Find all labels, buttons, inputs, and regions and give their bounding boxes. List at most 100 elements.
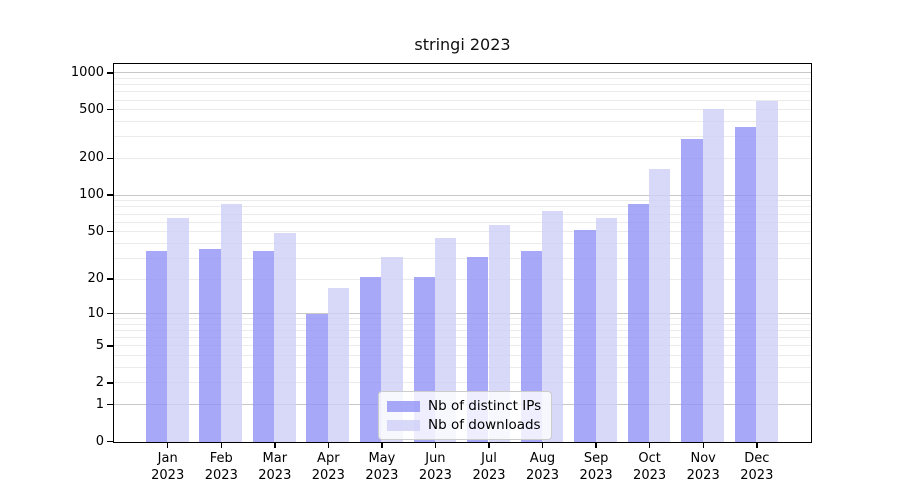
y-tick-label: 100 xyxy=(79,187,104,203)
gridline-minor xyxy=(114,330,811,331)
gridline-minor xyxy=(114,200,811,202)
gridline-minor xyxy=(114,91,811,93)
gridline-minor xyxy=(114,206,811,208)
y-tick xyxy=(107,382,113,384)
y-tick xyxy=(107,72,113,74)
y-tick-label: 500 xyxy=(79,101,104,117)
bar-downloads xyxy=(434,237,457,442)
gridline-minor xyxy=(114,221,811,223)
gridline-minor xyxy=(114,278,811,280)
x-tick xyxy=(434,443,437,448)
legend-label-distinct-ips: Nb of distinct IPs xyxy=(428,398,542,414)
gridline-minor xyxy=(114,382,811,384)
gridline-minor xyxy=(114,355,811,357)
y-tick-label: 50 xyxy=(87,223,104,239)
y-tick xyxy=(107,278,113,280)
x-tick-label: Mar 2023 xyxy=(258,451,292,483)
x-tick xyxy=(327,443,330,448)
legend-swatch-distinct-ips xyxy=(387,400,420,412)
y-tick-label: 200 xyxy=(79,150,104,166)
gridline-minor xyxy=(114,99,811,101)
x-tick-label: May 2023 xyxy=(365,451,399,483)
y-tick xyxy=(107,345,113,347)
y-tick xyxy=(107,194,113,196)
x-tick-label: Nov 2023 xyxy=(686,451,720,483)
gridline-minor xyxy=(114,318,811,320)
plot-area: Nb of distinct IPs Nb of downloads xyxy=(113,63,812,443)
x-tick-label: Apr 2023 xyxy=(311,451,345,483)
x-tick-label: Jul 2023 xyxy=(472,451,506,483)
gridline-minor xyxy=(114,257,811,259)
bar-distinct-ips xyxy=(306,314,328,442)
x-tick-label: Jun 2023 xyxy=(418,451,452,483)
x-tick xyxy=(220,443,222,448)
y-tick-label: 20 xyxy=(87,271,104,286)
bar-distinct-ips xyxy=(574,230,596,442)
legend: Nb of distinct IPs Nb of downloads xyxy=(378,391,553,440)
gridline-minor xyxy=(114,77,811,79)
bar-downloads xyxy=(274,233,296,442)
gridline-minor xyxy=(114,337,811,339)
bar-distinct-ips xyxy=(252,250,275,442)
bar-downloads xyxy=(488,225,510,442)
legend-item-distinct-ips: Nb of distinct IPs xyxy=(387,398,541,414)
x-tick-label: Feb 2023 xyxy=(204,451,238,483)
x-tick xyxy=(488,443,490,448)
gridline-minor xyxy=(114,323,811,325)
bar-downloads xyxy=(649,168,671,442)
x-tick-label: Oct 2023 xyxy=(633,451,667,483)
bar-distinct-ips xyxy=(627,204,650,442)
bar-downloads xyxy=(327,287,350,442)
bar-downloads xyxy=(167,217,189,442)
x-tick xyxy=(274,443,276,448)
y-tick xyxy=(107,403,113,406)
gridline-minor xyxy=(114,109,811,111)
gridline-minor xyxy=(114,367,811,368)
bar-downloads xyxy=(702,109,725,442)
gridline-minor xyxy=(114,213,811,215)
bar-downloads xyxy=(595,217,617,442)
y-tick xyxy=(107,157,113,160)
bar-distinct-ips xyxy=(681,139,703,442)
legend-swatch-downloads xyxy=(387,419,420,431)
x-tick xyxy=(166,443,169,448)
x-tick xyxy=(595,443,597,448)
y-tick-label: 10 xyxy=(87,305,104,321)
x-tick xyxy=(381,443,383,448)
gridline-major xyxy=(114,313,811,314)
y-tick-label: 1000 xyxy=(70,64,104,80)
bar-downloads xyxy=(542,210,564,442)
x-tick-label: Jan 2023 xyxy=(151,451,185,483)
bar-distinct-ips xyxy=(360,277,382,442)
bar-distinct-ips xyxy=(734,127,757,442)
y-tick xyxy=(107,230,113,233)
y-tick xyxy=(107,312,113,315)
y-tick-label: 2 xyxy=(95,374,104,390)
y-tick xyxy=(107,108,113,111)
y-tick-label: 5 xyxy=(95,337,104,353)
chart-title: stringi 2023 xyxy=(414,35,511,54)
gridline-minor xyxy=(114,231,811,233)
bar-downloads xyxy=(220,204,243,442)
x-tick-label: Dec 2023 xyxy=(740,451,774,483)
x-tick xyxy=(541,443,544,448)
gridline-minor xyxy=(114,84,811,86)
bar-distinct-ips xyxy=(145,250,168,442)
bar-downloads xyxy=(756,101,778,442)
gridline-major xyxy=(114,72,811,74)
plot-canvas: Nb of distinct IPs Nb of downloads xyxy=(114,64,811,442)
gridline-major xyxy=(114,194,811,196)
gridline-minor xyxy=(114,242,811,244)
x-tick xyxy=(756,443,758,448)
x-tick xyxy=(648,443,651,448)
gridline-minor xyxy=(114,345,811,347)
gridline-minor xyxy=(114,121,811,123)
legend-label-downloads: Nb of downloads xyxy=(428,417,541,433)
gridline-minor xyxy=(114,157,811,159)
y-tick-label: 0 xyxy=(95,433,104,449)
y-tick xyxy=(107,440,113,443)
legend-item-downloads: Nb of downloads xyxy=(387,417,541,433)
bar-distinct-ips xyxy=(199,249,221,442)
gridline-minor xyxy=(114,136,811,138)
